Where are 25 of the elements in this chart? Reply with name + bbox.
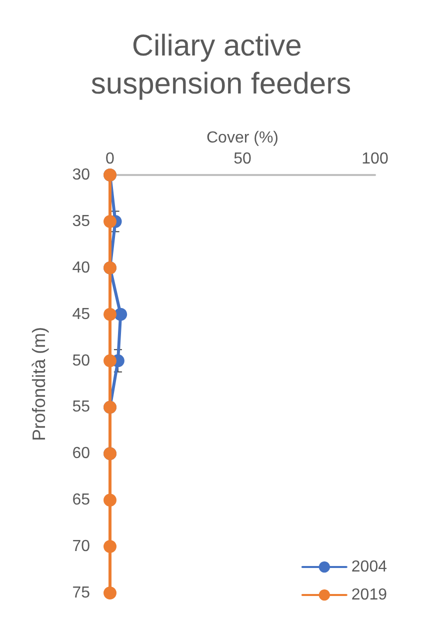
y-tick-label: 65 [72,492,90,509]
y-tick-label: 70 [72,538,90,556]
point [104,354,116,368]
y-axis-title: Profondità (m) [29,326,49,442]
y-tick-label: 40 [72,259,90,276]
point [104,540,116,554]
x-tick-label: 0 [106,150,115,168]
point [104,494,116,507]
y-tick-label: 30 [72,166,90,184]
x-axis-title: Cover (%) [206,130,279,147]
x-tick-label: 50 [234,150,252,168]
y-tick-label: 50 [72,352,90,370]
point [104,308,116,321]
y-tick-label: 45 [72,306,90,323]
point [104,586,116,600]
point [104,214,116,228]
y-tick-label: 35 [72,212,90,230]
y-tick-label: 75 [72,584,90,602]
x-tick-label: 100 [362,150,388,168]
y-tick-label: 55 [72,398,90,416]
legend-label: 2019 [351,586,388,604]
y-tick-label: 60 [72,445,90,462]
chart-title: Ciliary active suspension feeders [90,30,352,100]
point [114,308,128,321]
legend-label: 2004 [351,558,388,576]
